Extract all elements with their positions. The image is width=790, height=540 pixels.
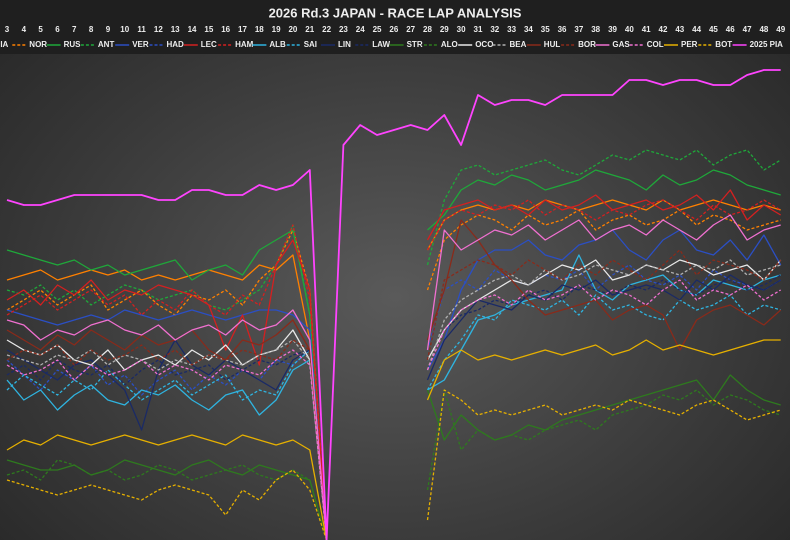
legend-label: COL [647,40,664,49]
series-line [6,249,782,540]
x-tick-label: 26 [389,25,398,34]
series-line [6,294,781,540]
x-tick-label: 12 [154,25,163,34]
legend-label: BOT [715,40,732,49]
x-tick-label: 9 [106,25,111,34]
x-tick-label: 10 [120,25,129,34]
legend-label: BEA [510,40,527,49]
x-tick-label: 37 [574,25,583,34]
x-tick-label: 44 [692,25,701,34]
legend-label: STR [407,40,423,49]
x-tick-label: 3 [5,25,10,34]
legend-label: VER [132,40,149,49]
x-tick-label: 31 [474,25,483,34]
x-tick-label: 25 [373,25,382,34]
x-tick-label: 29 [440,25,449,34]
series-line [6,389,781,540]
x-tick-label: 45 [709,25,718,34]
legend-label: OCO [475,40,493,49]
legend-label: BOR [578,40,596,49]
x-tick-label: 5 [38,25,43,34]
series-line [6,169,781,540]
chart-title: 2026 Rd.3 JAPAN - RACE LAP ANALYSIS [269,5,522,20]
legend-label: ALB [269,40,286,49]
x-tick-label: 11 [137,25,146,34]
series-line [6,274,782,540]
x-tick-label: 33 [507,25,516,34]
x-tick-label: 20 [288,25,297,34]
x-tick-label: 30 [457,25,466,34]
x-tick-label: 6 [55,25,60,34]
series-line [6,69,781,540]
series-line [6,259,781,540]
x-tick-label: 34 [524,25,533,34]
series-line [6,199,782,540]
series-line [6,254,781,540]
x-tick-label: 43 [675,25,684,34]
x-tick-label: 38 [591,25,600,34]
x-tick-label: 35 [541,25,550,34]
legend-label: NOR [29,40,47,49]
series-line [6,264,782,540]
series-line [6,149,782,540]
x-tick-label: 13 [171,25,180,34]
x-tick-label: 22 [322,25,331,34]
x-tick-label: 49 [776,25,785,34]
x-tick-label: 39 [608,25,617,34]
legend-label: HUL [544,40,561,49]
series-line [6,279,782,540]
legend-label: ALO [441,40,458,49]
legend-label: LIN [338,40,351,49]
x-tick-label: 4 [22,25,27,34]
legend-label: RUS [64,40,82,49]
series-line [6,189,782,540]
legend-label: PIA [0,40,9,49]
x-tick-label: 42 [659,25,668,34]
series-line [6,219,782,540]
x-tick-label: 21 [305,25,314,34]
x-tick-label: 32 [490,25,499,34]
legend-label: PER [681,40,698,49]
x-tick-label: 41 [642,25,651,34]
legend-label: HAM [235,40,254,49]
series-line [6,339,781,540]
x-tick-label: 15 [204,25,213,34]
legend-label: LEC [201,40,217,49]
x-tick-label: 8 [89,25,94,34]
x-tick-label: 16 [221,25,230,34]
x-tick-label: 14 [188,25,197,34]
x-tick-label: 24 [356,25,365,34]
x-tick-label: 47 [743,25,752,34]
legend-label: GAS [612,40,630,49]
x-tick-label: 7 [72,25,77,34]
x-tick-label: 19 [272,25,281,34]
x-tick-label: 27 [406,25,415,34]
series-line [6,209,781,540]
x-tick-label: 18 [255,25,264,34]
legend-label: HAD [167,40,185,49]
series-line [6,274,782,540]
legend-label: ANT [98,40,115,49]
series-line [6,259,782,540]
x-tick-label: 48 [759,25,768,34]
legend-label: LAW [372,40,390,49]
series-line [6,389,781,540]
legend-label: 2025 PIA [750,40,784,49]
x-tick-label: 40 [625,25,634,34]
x-tick-label: 23 [339,25,348,34]
x-tick-label: 28 [423,25,432,34]
series-line [6,214,781,540]
x-tick-label: 46 [726,25,735,34]
series-line [6,374,781,540]
legend-label: SAI [304,40,317,49]
x-tick-label: 36 [558,25,567,34]
x-tick-label: 17 [238,25,247,34]
